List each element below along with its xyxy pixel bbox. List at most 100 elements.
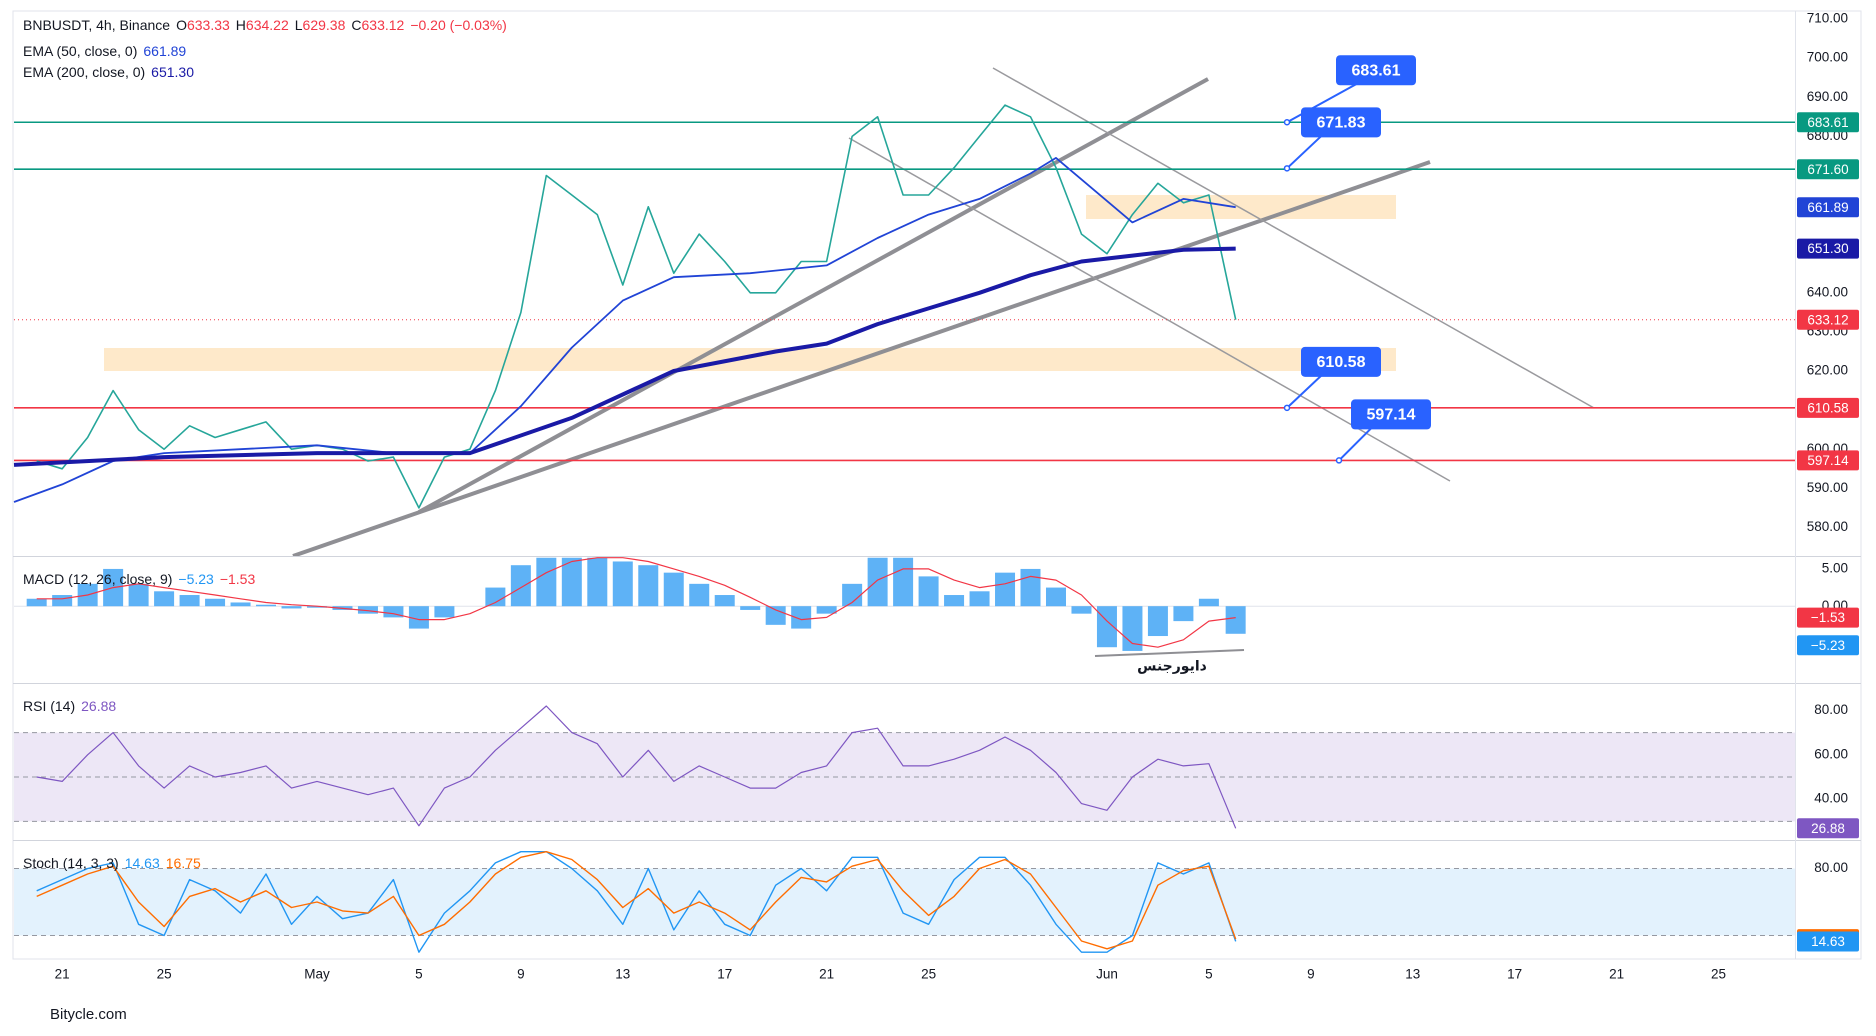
legend-line: Stoch (14, 3, 3) 14.63 16.75 (23, 855, 201, 871)
legend-item: EMA (50, close, 0) (23, 43, 137, 59)
legend-item: C (351, 17, 361, 33)
channel-line (848, 137, 1451, 482)
histogram-bar (306, 606, 327, 608)
legend-line: EMA (200, close, 0) 651.30 (23, 64, 194, 80)
callout-anchor (1283, 118, 1291, 126)
series-line (36, 557, 1236, 648)
histogram-bar (434, 606, 455, 618)
histogram-bar (128, 583, 149, 607)
legend-item: 633.12 (362, 17, 405, 33)
price-axis-box (1797, 238, 1859, 259)
legend-item: 633.33 (187, 17, 230, 33)
price-axis-box (1797, 112, 1859, 133)
series-line (36, 851, 1237, 950)
callout-pointer (1286, 83, 1357, 124)
panel (14, 557, 1795, 651)
divergence-line (1094, 649, 1245, 657)
histogram-bar (969, 591, 990, 607)
legend-item: 629.38 (303, 17, 346, 33)
price-axis-label: 26.88 (1811, 821, 1845, 836)
x-tick-label: 5 (415, 967, 423, 982)
price-axis-box (1797, 931, 1859, 952)
legend-item: 14.63 (125, 855, 160, 871)
histogram-bar (995, 572, 1016, 607)
x-tick-label: 17 (1507, 967, 1522, 982)
level-band (14, 732, 1795, 822)
histogram-bar (26, 598, 47, 607)
series-line (36, 705, 1237, 829)
histogram-bar (256, 604, 277, 607)
price-axis-box (1797, 159, 1859, 180)
legend-line: BNBUSDT, 4h, Binance O633.33 H634.22 L629.3… (23, 17, 507, 33)
legend-item: −1.53 (220, 571, 256, 587)
y-tick-label: 690.00 (1807, 89, 1848, 104)
price-axis-label: 597.14 (1807, 453, 1849, 468)
legend-item: L (295, 17, 303, 33)
histogram-bar (816, 606, 837, 614)
callout-pointer (1286, 135, 1322, 170)
legend-line: MACD (12, 26, close, 9) −5.23 −1.53 (23, 571, 255, 587)
histogram-bar (1020, 568, 1041, 607)
legend-item: BNBUSDT, 4h, Binance (23, 17, 170, 33)
y-tick-label: 580.00 (1807, 519, 1848, 534)
callout-label: 671.83 (1317, 115, 1366, 132)
callout-label: 597.14 (1367, 407, 1416, 424)
price-axis-box (1797, 197, 1859, 218)
price-axis-box (1797, 635, 1859, 656)
x-tick-label: 13 (615, 967, 630, 982)
legend-item: −0.20 (−0.03%) (410, 17, 507, 33)
panel (14, 851, 1795, 953)
x-tick-label: 25 (921, 967, 936, 982)
histogram-bar (536, 557, 557, 607)
callout-box (1301, 346, 1381, 377)
histogram-bar (205, 598, 226, 607)
y-tick-label: 80.00 (1814, 860, 1848, 875)
histogram-bar (510, 565, 531, 607)
histogram-bar (765, 606, 786, 625)
legend-item: 16.75 (166, 855, 201, 871)
histogram-bar (561, 557, 582, 607)
price-axis-label: 683.61 (1807, 115, 1848, 130)
watermark: Bitycle.com (50, 1006, 127, 1023)
callout-anchor (1283, 404, 1291, 412)
legend-item: 26.88 (81, 698, 116, 714)
legend-item: EMA (200, close, 0) (23, 64, 145, 80)
histogram-bar (1071, 606, 1092, 614)
histogram-bar (408, 606, 429, 629)
x-tick-label: May (304, 967, 330, 982)
series-line (36, 851, 1237, 953)
panel (14, 705, 1795, 829)
legend-item: 634.22 (246, 17, 289, 33)
histogram-bar (1147, 606, 1168, 637)
histogram-bar (612, 561, 633, 607)
legend-item: −5.23 (178, 571, 214, 587)
histogram-bar (867, 557, 888, 607)
support-zone (104, 348, 1396, 371)
x-tick-label: 9 (517, 967, 525, 982)
price-axis-label: −1.53 (1811, 610, 1845, 625)
annotation: دایورجنس (1137, 658, 1207, 675)
callout-box (1336, 55, 1416, 86)
histogram-bar (714, 595, 735, 607)
y-tick-label: 5.00 (1822, 560, 1848, 575)
series-line (36, 104, 1237, 509)
histogram-bar (918, 576, 939, 607)
x-tick-label: 21 (1609, 967, 1624, 982)
histogram-bar (1045, 587, 1066, 607)
legend-line: RSI (14) 26.88 (23, 698, 116, 714)
histogram-bar (791, 606, 812, 629)
price-axis-label: 671.60 (1807, 162, 1848, 177)
callout-label: 610.58 (1317, 354, 1366, 371)
histogram-bar (281, 606, 302, 609)
y-tick-label: 640.00 (1807, 284, 1848, 299)
histogram-bar (587, 557, 608, 607)
x-tick-label: 13 (1405, 967, 1420, 982)
y-tick-label: 80.00 (1814, 702, 1848, 717)
callout-label: 683.61 (1352, 62, 1401, 79)
histogram-bar (485, 587, 506, 607)
trend-line (292, 160, 1431, 556)
histogram-bar (944, 595, 965, 607)
x-tick-label: 9 (1307, 967, 1315, 982)
price-axis-label: 14.63 (1811, 934, 1845, 949)
